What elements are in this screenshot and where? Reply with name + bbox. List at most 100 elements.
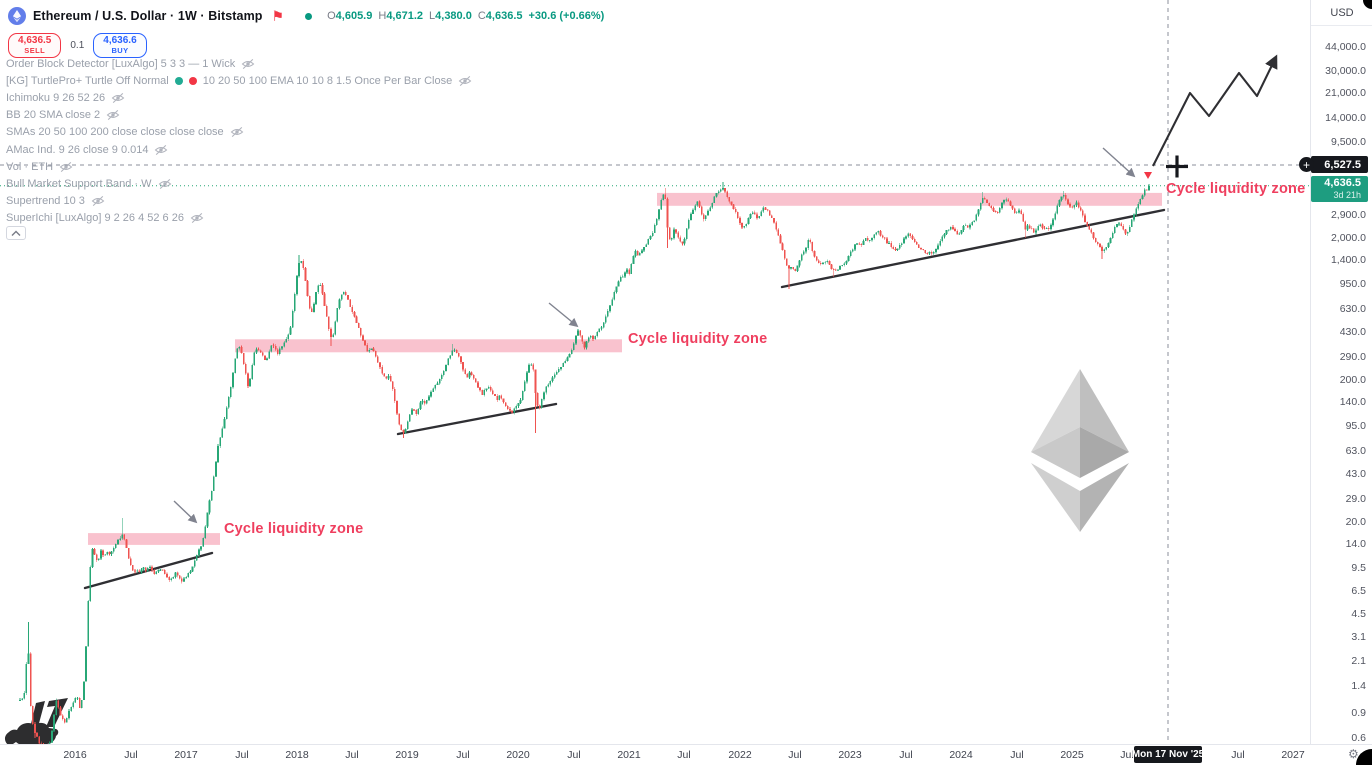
indicator-row[interactable]: Vol · ETH — [6, 158, 472, 175]
collapse-indicators-button[interactable] — [6, 226, 26, 240]
indicator-label: BB 20 SMA close 2 — [6, 109, 101, 122]
hidden-eye-icon[interactable] — [154, 144, 168, 156]
time-tick: 2018 — [285, 749, 309, 761]
time-tick: Jul — [677, 749, 691, 761]
zone-label[interactable]: Cycle liquidity zone — [224, 521, 364, 537]
price-tick: 30,000.0 — [1325, 64, 1366, 77]
indicator-row[interactable]: BB 20 SMA close 2 — [6, 107, 472, 124]
indicator-color-dot — [174, 76, 183, 85]
hidden-eye-icon[interactable] — [158, 178, 172, 190]
time-tick: Jul — [345, 749, 359, 761]
flag-icon[interactable]: ⚑ — [271, 8, 285, 24]
indicator-row[interactable]: Order Block Detector [LuxAlgo] 5 3 3 — 1… — [6, 55, 472, 72]
indicator-row[interactable]: AMac Ind. 9 26 close 9 0.014 — [6, 141, 472, 158]
price-tick: 63.0 — [1345, 444, 1366, 457]
indicator-row[interactable]: SMAs 20 50 100 200 close close close clo… — [6, 124, 472, 141]
currency-label[interactable]: USD — [1311, 0, 1372, 26]
price-tick: 1,400.0 — [1330, 253, 1366, 266]
price-tick: 21,000.0 — [1325, 86, 1366, 99]
annotation-arrow[interactable] — [1102, 147, 1136, 178]
indicator-row[interactable]: [KG] TurtlePro+ Turtle Off Normal 10 20 5… — [6, 72, 472, 89]
hidden-eye-icon[interactable] — [230, 126, 244, 138]
price-tick: 290.0 — [1339, 350, 1366, 363]
price-tick: 0.6 — [1351, 731, 1366, 744]
trendline[interactable] — [396, 402, 558, 436]
liquidity-zone-rect[interactable] — [235, 339, 622, 353]
axis-settings-gear-icon[interactable]: ⚙ — [1348, 747, 1359, 761]
time-axis[interactable]: 2016 Jul 2017 Jul 2018 Jul 2019 Jul 2020 Jul 2021 J… — [0, 744, 1372, 765]
indicator-row[interactable]: SuperIchi [LuxAlgo] 9 2 26 4 52 6 26 — [6, 210, 472, 227]
screen-corner — [1356, 749, 1372, 765]
add-alert-plus-icon[interactable]: + — [1299, 157, 1314, 172]
trendline[interactable] — [780, 208, 1166, 289]
price-tick: 3.1 — [1351, 630, 1366, 643]
indicator-label: AMac Ind. 9 26 close 9 0.014 — [6, 143, 149, 156]
price-tick: 4.5 — [1351, 607, 1366, 620]
time-tick: 2024 — [949, 749, 973, 761]
indicator-label: SMAs 20 50 100 200 close close close clo… — [6, 126, 224, 139]
price-tick: 6.5 — [1351, 585, 1366, 597]
ethereum-watermark — [1031, 369, 1129, 532]
symbol-title[interactable]: Ethereum / U.S. Dollar · 1W · Bitstamp — [33, 9, 263, 23]
buy-button[interactable]: 4,636.6 BUY — [93, 33, 147, 59]
time-tick: Jul — [1120, 749, 1134, 761]
hidden-eye-icon[interactable] — [190, 212, 204, 224]
time-tick: Jul — [788, 749, 802, 761]
indicator-label: Vol · ETH — [6, 160, 54, 173]
price-tick: 140.0 — [1339, 395, 1366, 408]
indicator-params: 10 20 50 100 EMA 10 10 8 1.5 Once Per Ba… — [202, 74, 453, 87]
price-change: +30.6 (+0.66%) — [528, 10, 605, 22]
annotation-arrow[interactable] — [173, 500, 198, 524]
indicator-label: Ichimoku 9 26 52 26 — [6, 91, 106, 104]
market-status-dot — [305, 12, 313, 20]
annotation-arrow[interactable] — [548, 302, 579, 328]
candles-layer — [19, 182, 1150, 744]
zone-label[interactable]: Cycle liquidity zone — [1166, 181, 1306, 197]
price-axis[interactable]: USD 44,000.0 30,000.0 21,000.0 14,000.0 9,50… — [1310, 0, 1372, 744]
liquidity-zone-rect[interactable] — [657, 192, 1162, 206]
price-tick: 14.0 — [1345, 537, 1366, 550]
hidden-eye-icon[interactable] — [106, 109, 120, 121]
indicator-row[interactable]: Bull Market Support Band · W — [6, 175, 472, 192]
price-tick: 43.0 — [1345, 468, 1366, 481]
hidden-eye-icon[interactable] — [241, 58, 255, 70]
time-tick: Jul — [567, 749, 581, 761]
indicator-row[interactable]: Supertrend 10 3 — [6, 193, 472, 210]
price-tick: 20.0 — [1345, 515, 1366, 528]
time-tick: Jul — [235, 749, 249, 761]
time-tick: Jul — [1231, 749, 1245, 761]
price-tick: 430.0 — [1339, 326, 1366, 339]
liquidity-zone-rect[interactable] — [88, 533, 220, 545]
hidden-eye-icon[interactable] — [458, 75, 472, 87]
price-tick: 14,000.0 — [1325, 111, 1366, 124]
sell-button[interactable]: 4,636.5 SELL — [8, 33, 62, 59]
ethereum-logo-icon[interactable] — [8, 7, 26, 25]
time-tick: Jul — [456, 749, 470, 761]
bar-close-countdown: 3d 21h — [1333, 190, 1361, 200]
price-tick: 2,900.0 — [1330, 208, 1366, 221]
price-tick: 950.0 — [1339, 277, 1366, 290]
price-tick: 0.9 — [1351, 706, 1366, 719]
indicator-label: Supertrend 10 3 — [6, 195, 85, 208]
price-tick: 44,000.0 — [1325, 41, 1366, 53]
hidden-eye-icon[interactable] — [111, 92, 125, 104]
price-tick: 2.1 — [1351, 654, 1366, 667]
spread-value: 0.1 — [70, 40, 85, 52]
screen-corner — [1363, 0, 1372, 9]
time-tick: 2017 — [174, 749, 198, 761]
indicator-list: Order Block Detector [LuxAlgo] 5 3 3 — 1… — [6, 55, 472, 227]
indicator-row[interactable]: Ichimoku 9 26 52 26 — [6, 89, 472, 106]
crosshair-price-label: 6,527.5 — [1311, 156, 1368, 173]
price-chart[interactable] — [0, 0, 1310, 744]
crosshair-date-label: Mon 17 Nov '25 — [1132, 746, 1204, 763]
hidden-eye-icon[interactable] — [91, 195, 105, 207]
price-tick: 9.5 — [1351, 561, 1366, 574]
indicator-label: Order Block Detector [LuxAlgo] 5 3 3 — 1… — [6, 57, 236, 70]
hidden-eye-icon[interactable] — [59, 161, 73, 173]
indicator-label: SuperIchi [LuxAlgo] 9 2 26 4 52 6 26 — [6, 212, 184, 225]
time-tick: 2019 — [395, 749, 419, 761]
price-tick: 2,000.0 — [1330, 231, 1366, 244]
zone-label[interactable]: Cycle liquidity zone — [628, 331, 768, 347]
projection-arrow[interactable] — [1152, 54, 1278, 167]
